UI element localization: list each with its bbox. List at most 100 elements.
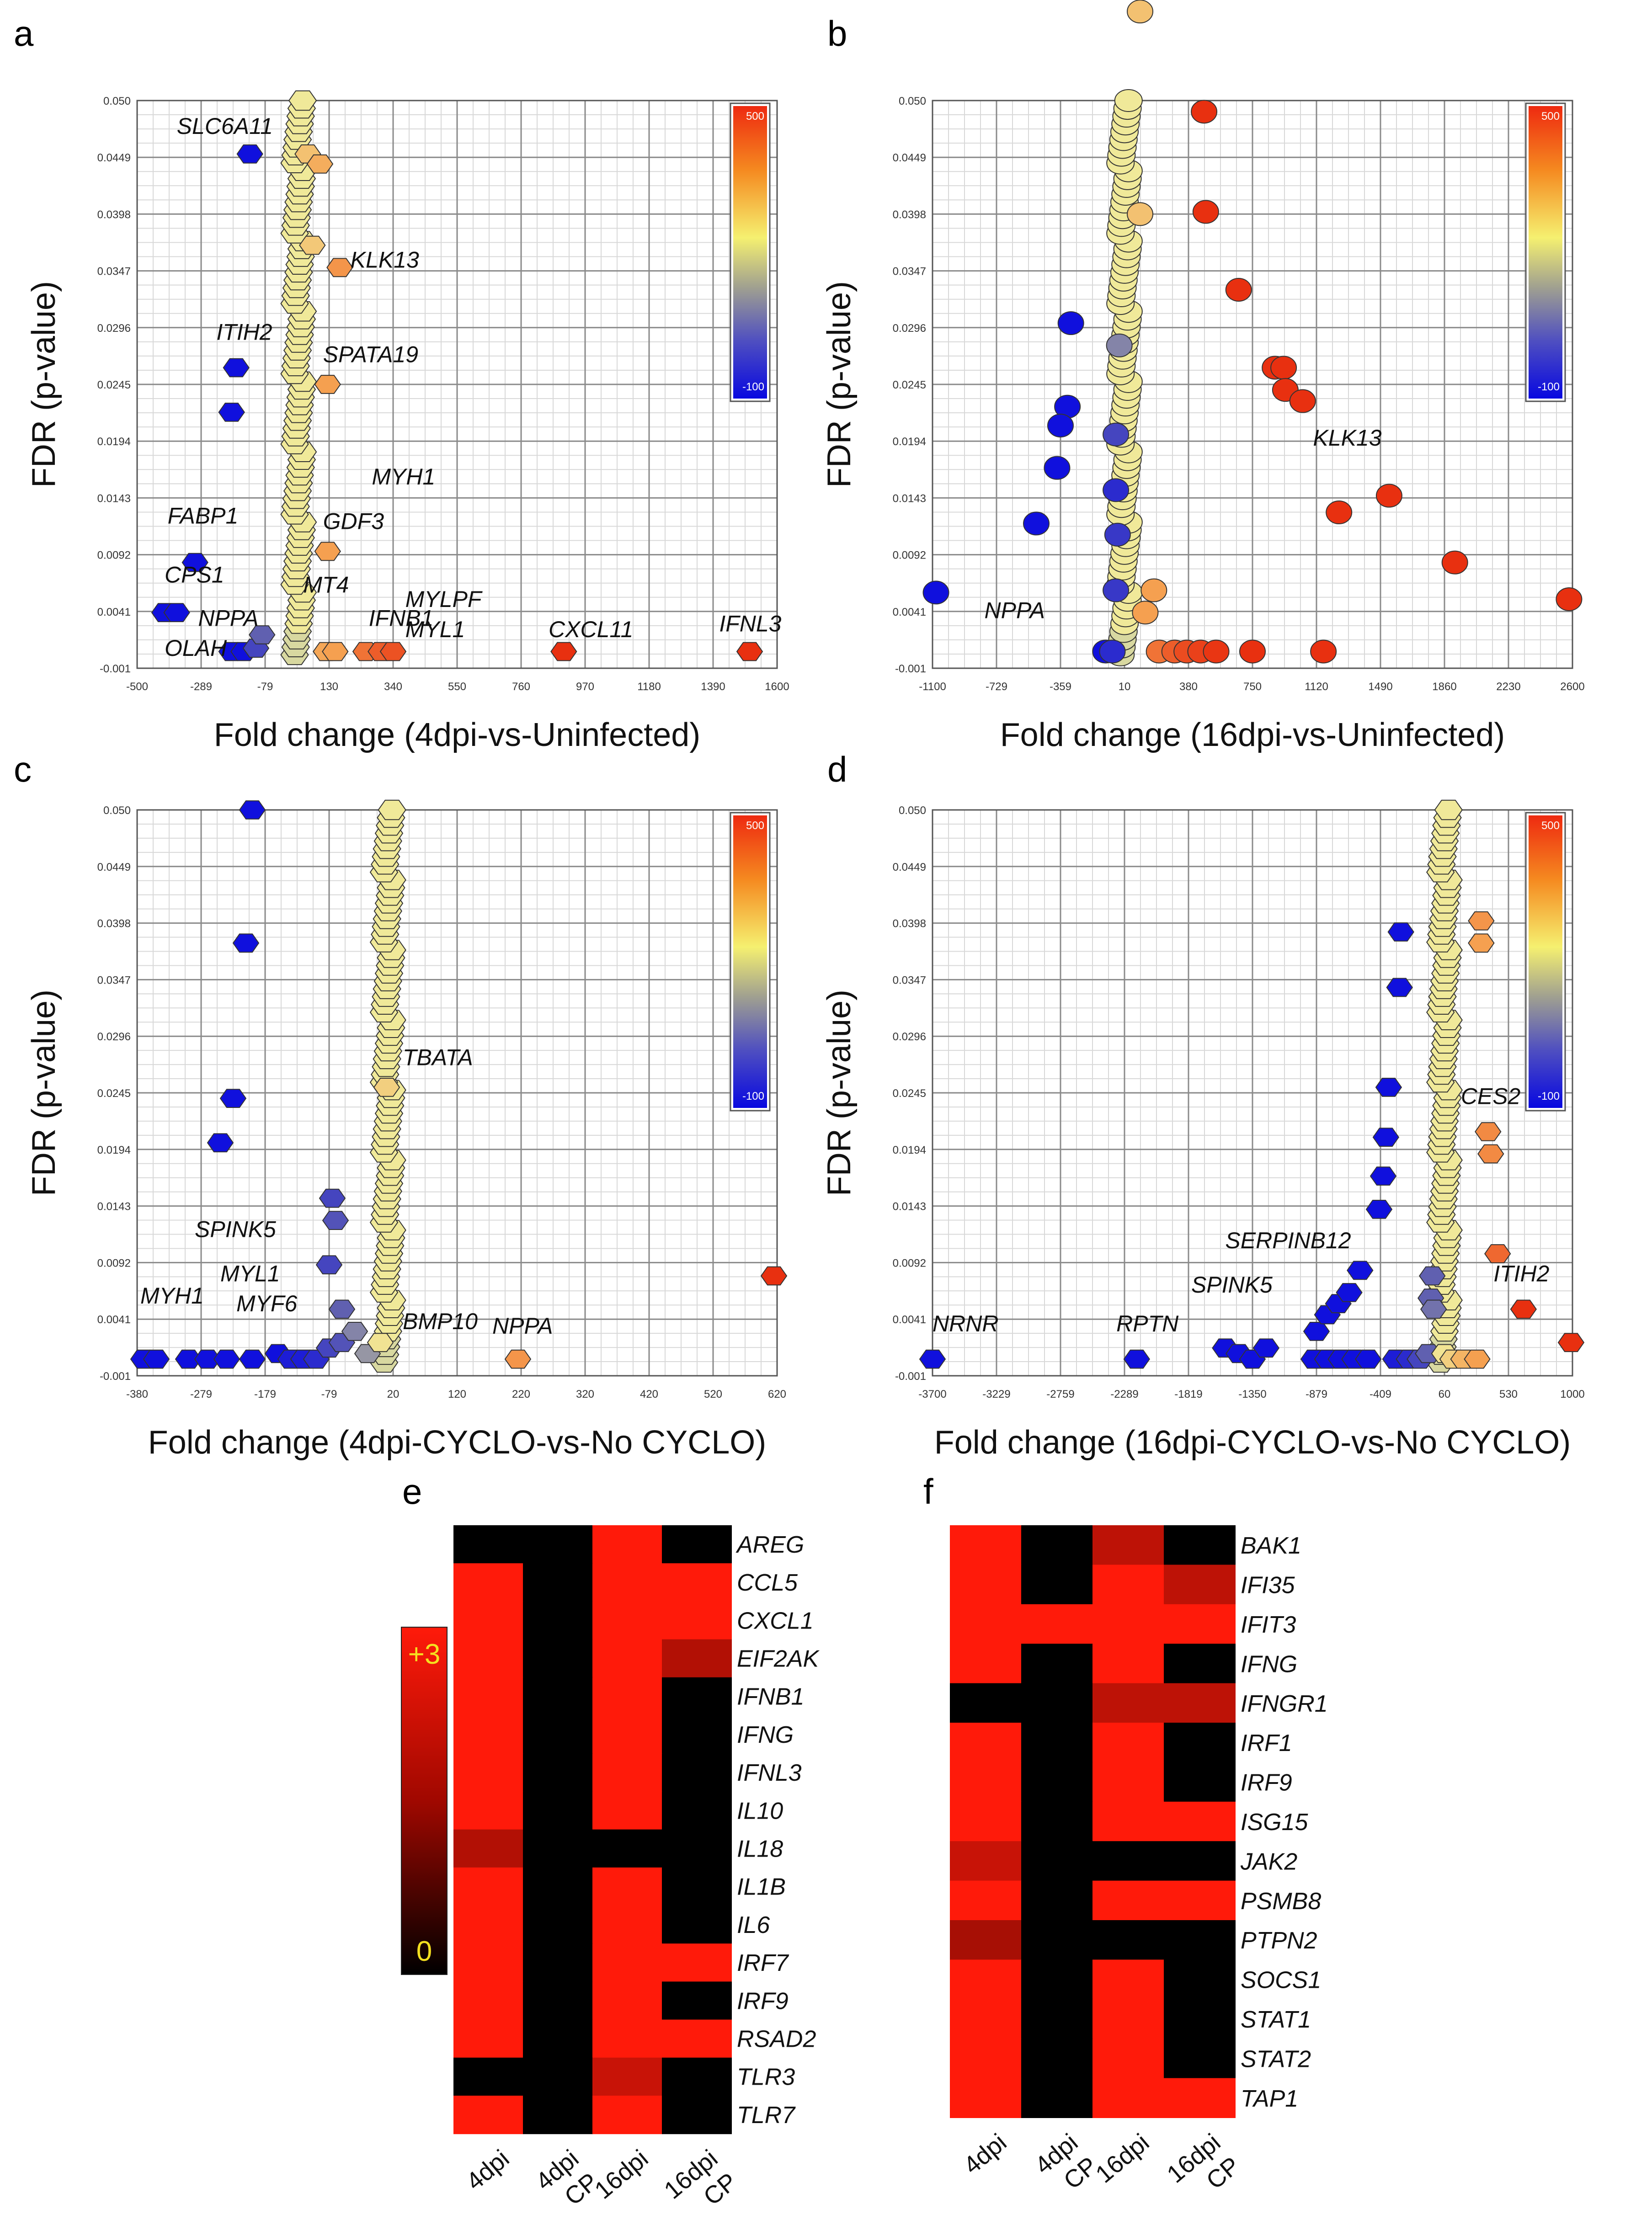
data-point [1434,799,1463,820]
column-label-part: 4dpi [461,2145,515,2196]
row-label: JAK2 [1240,1848,1297,1875]
y-tick-label: 0.0398 [893,918,926,930]
heatmap-cell [950,1801,1022,1842]
column-label: 16dpiCP [659,2145,742,2225]
heatmap-cell [1164,1723,1236,1763]
data-point [322,642,349,661]
data-point [1191,100,1218,124]
x-tick-label: 760 [512,681,530,693]
data-point [367,1333,394,1352]
data-point [922,580,949,605]
panel-f: f BAK1 IFI35 IFIT3 IFNG IFNGR1 IRF1 IRF9 ISG15 JA… [923,1471,1328,2211]
y-tick-label: 0.0347 [97,266,131,278]
heatmap-cell [662,1943,732,1982]
heatmap-cell [1092,1565,1164,1605]
colorbar-max-label: 500 [1541,110,1560,122]
y-tick-label: 0.0398 [97,208,131,221]
data-point [1510,1299,1537,1319]
heatmap-cell [662,1601,732,1640]
heatmap-cell [1164,1801,1236,1842]
heatmap-cell [1021,1999,1093,2039]
row-label: IFI35 [1241,1572,1295,1599]
row-label: EIF2AK [737,1646,820,1672]
x-tick-label: 1860 [1432,681,1456,693]
heatmap-cell [1092,1525,1164,1565]
plot-frame [136,809,778,1377]
gene-label: NRNR [933,1311,998,1336]
x-tick-label: 340 [384,681,402,693]
x-tick-label: 320 [576,1388,594,1400]
gene-label: TBATA [403,1044,473,1070]
heatmap-cell [1021,1920,1093,1960]
y-tick-label: 0.0194 [893,436,926,448]
x-tick-label: -1100 [919,681,946,693]
heatmap-cell [592,1906,662,1944]
column-label: 16dpiCP [1162,2129,1245,2211]
data-point [1387,922,1414,942]
x-axis-label: Fold change (4dpi-CYCLO-vs-No CYCLO) [148,1424,766,1461]
gene-label: SLC6A11 [177,113,273,139]
heatmap-cell [662,1639,732,1678]
heatmap-cell [662,1525,732,1564]
row-label: IL1B [737,1874,786,1900]
heatmap-cell [523,2096,593,2135]
gene-label: CXCL11 [549,617,633,642]
x-tick-label: -729 [986,681,1007,693]
data-point [1140,578,1167,602]
row-label: IFNL3 [737,1760,802,1786]
data-point [1556,587,1583,612]
gene-label: FABP1 [168,503,239,528]
data-point [194,1349,221,1369]
data-point [341,1322,368,1341]
data-point [1347,1261,1374,1280]
x-tick-label: 2230 [1496,681,1520,693]
heatmap-cell [592,1715,662,1754]
gene-label: SERPINB12 [1225,1228,1351,1253]
data-point [143,1349,170,1369]
data-point [1372,1128,1400,1147]
row-label: TLR3 [737,2064,795,2091]
plot-frame [932,809,1573,1377]
x-tick-label: 550 [448,681,466,693]
heatmap-cell [662,1791,732,1830]
heatmap-cell [662,1563,732,1602]
heatmap-cell [1164,1565,1236,1605]
data-point [1477,1144,1504,1164]
heatmap-cell [1092,2039,1164,2079]
data-point [299,235,326,255]
data-point [314,375,341,394]
column-label-part: 4dpi [959,2129,1012,2180]
data-point [1475,1122,1502,1141]
gene-label: MYLPF [405,586,483,612]
row-label: TLR7 [737,2102,796,2129]
row-label: IL18 [737,1836,783,1863]
column-label-part: 16dpi [1091,2129,1155,2188]
panel-letter-c: c [14,749,32,789]
heatmap-cell [592,1601,662,1640]
row-label: ISG15 [1241,1809,1308,1836]
heatmap-cell [453,1715,523,1754]
panel-letter-e: e [402,1471,422,1512]
data-point [1375,484,1402,508]
data-point [219,1089,247,1108]
heatmap-cell [523,1601,593,1640]
data-point [1123,1349,1151,1369]
data-point [1418,1266,1446,1286]
x-tick-label: -79 [257,681,273,693]
heatmap-legend-min: 0 [416,1936,432,1967]
x-tick-label: 620 [768,1388,786,1400]
data-point [223,358,250,378]
heatmap-cell [1021,1723,1093,1763]
heatmap-legend-bar [401,1627,448,1975]
data-point [1103,422,1130,447]
heatmap-cell [950,1683,1022,1723]
x-tick-label: -1819 [1174,1388,1202,1400]
heatmap-cell [1021,1565,1093,1605]
heatmap-cell [523,1639,593,1678]
data-point [232,933,260,953]
heatmap-cell [1164,1920,1236,1960]
data-point [1464,1349,1491,1369]
column-label: 4dpi [959,2129,1012,2180]
heatmap-legend-max: +3 [408,1639,441,1670]
x-tick-label: -3229 [982,1388,1010,1400]
